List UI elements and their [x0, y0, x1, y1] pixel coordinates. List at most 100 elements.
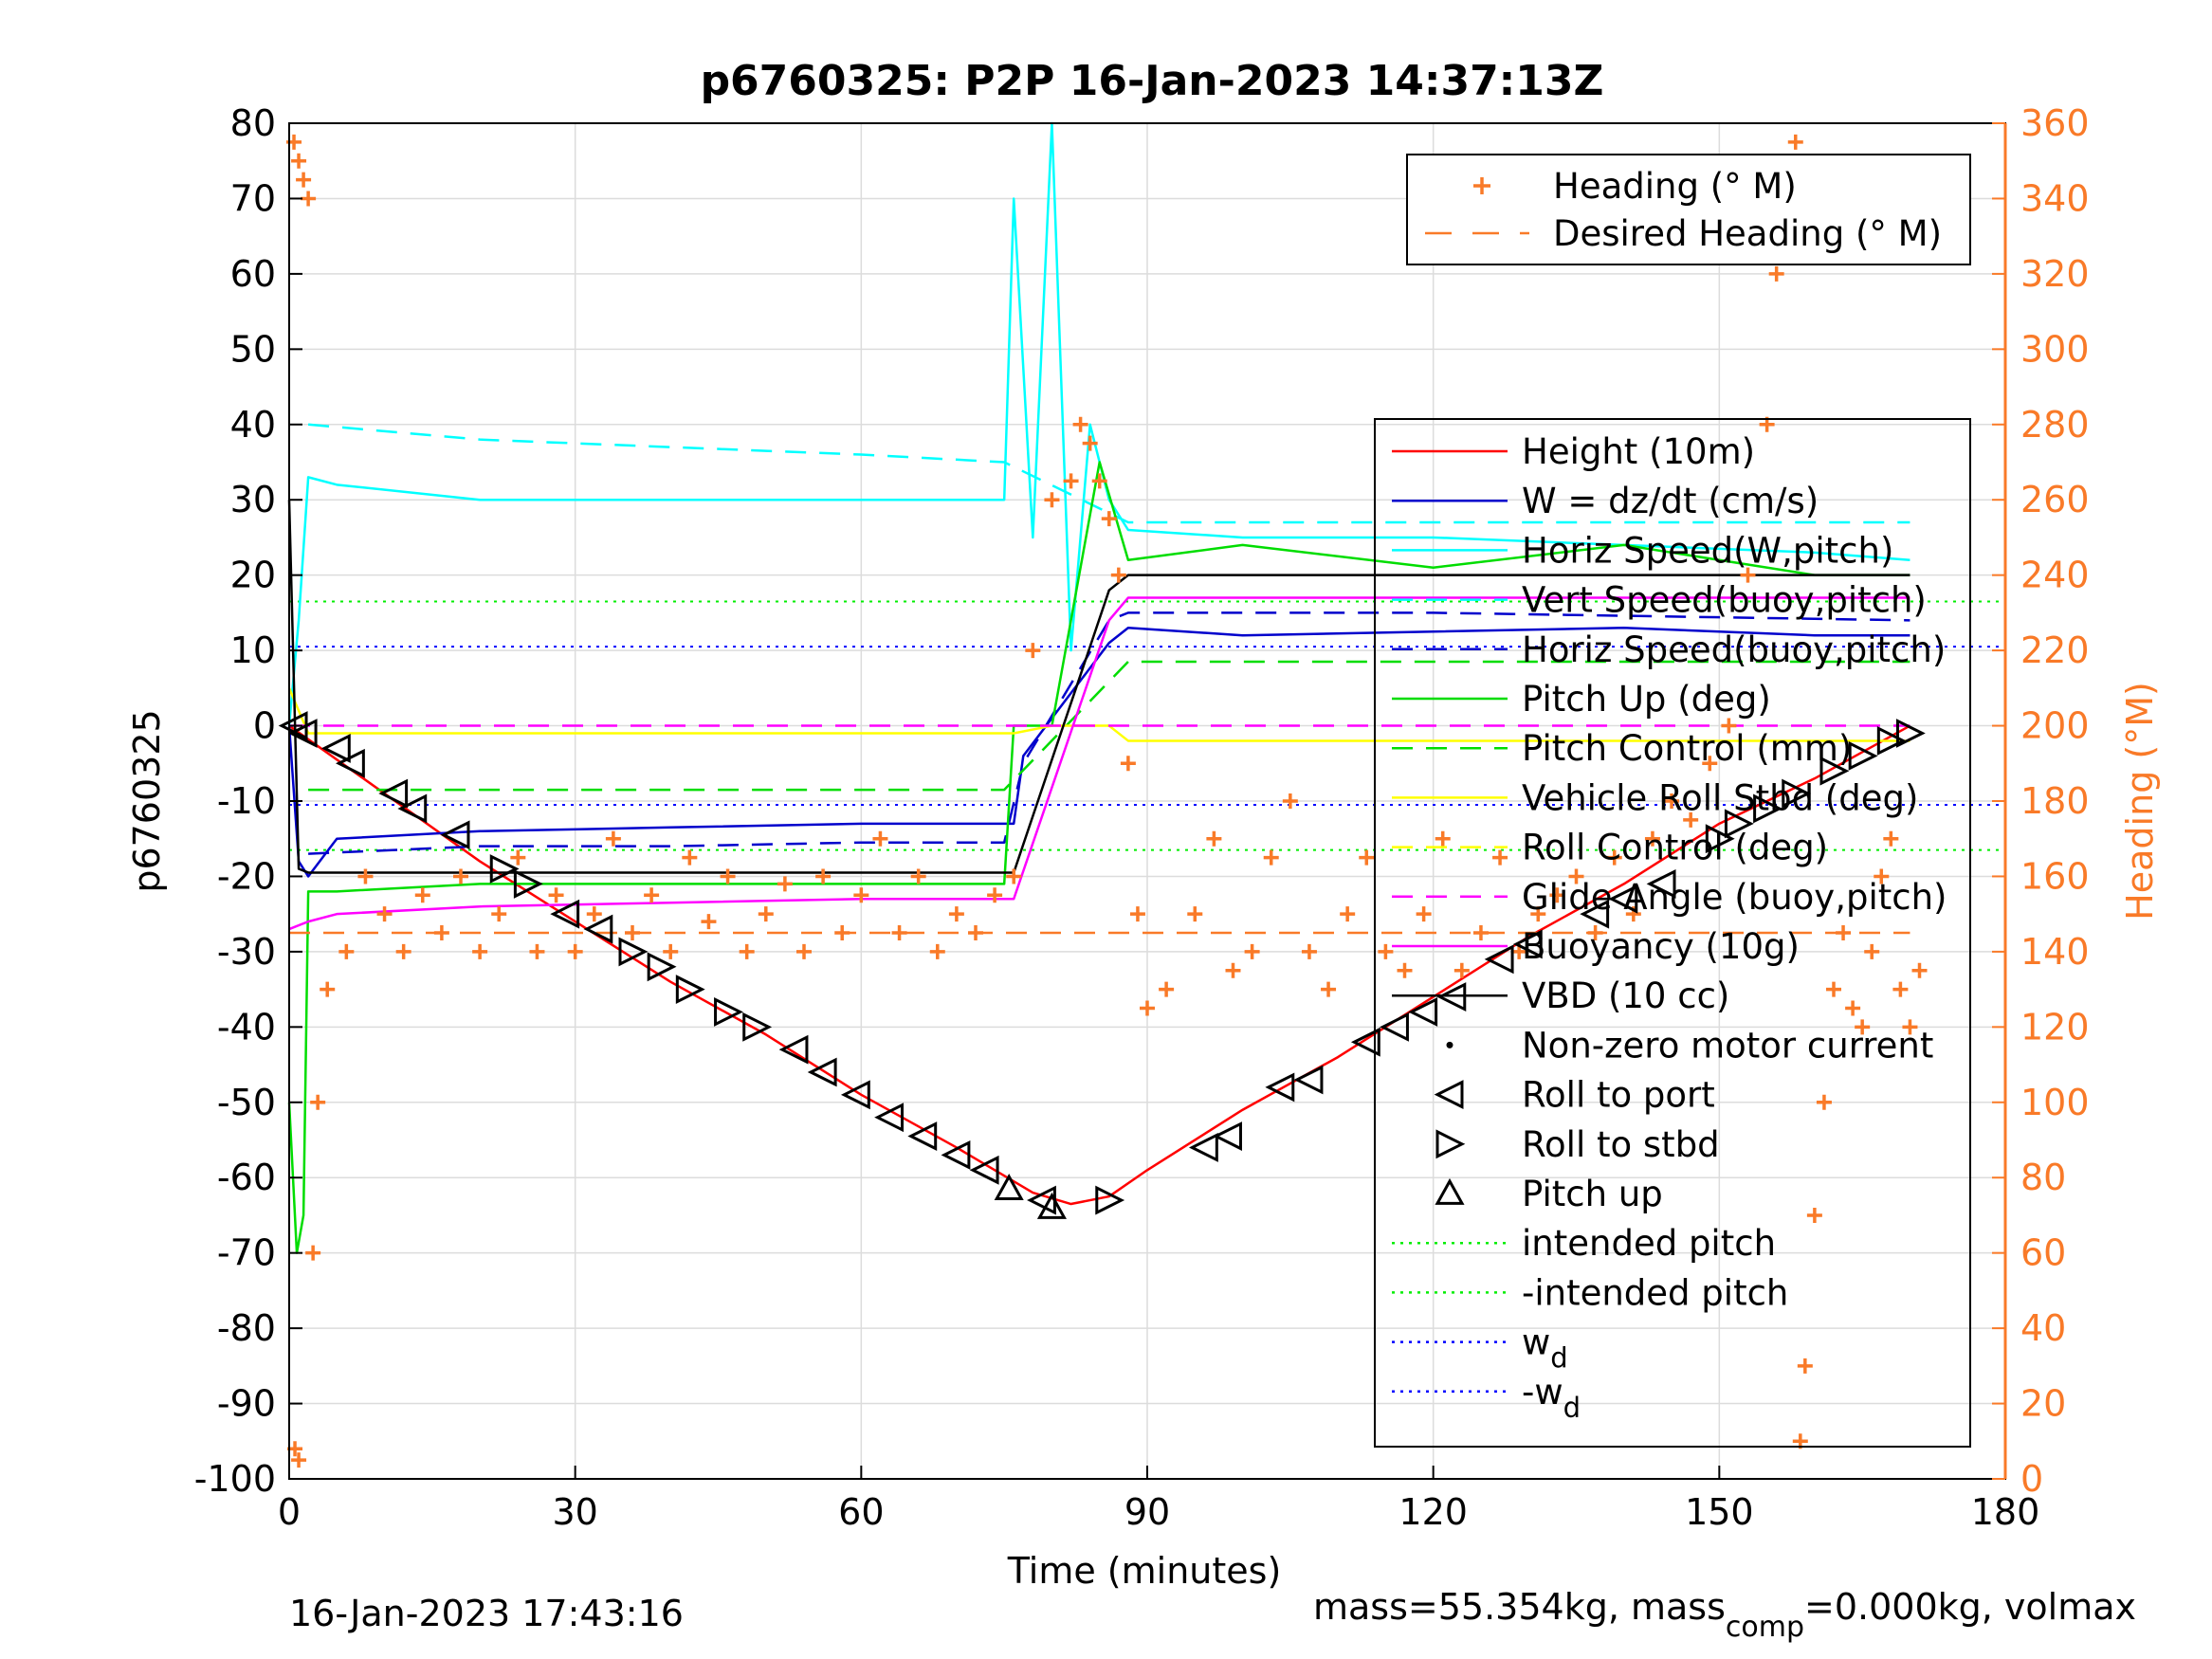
y-tick-label: 30	[230, 479, 276, 520]
heading-point	[815, 868, 832, 884]
legend-label: Pitch Control (mm)	[1522, 728, 1852, 769]
heading-point	[1702, 756, 1718, 772]
heading-point	[1644, 830, 1660, 847]
y-tick-label: -50	[217, 1082, 276, 1123]
roll-to-port-marker	[1188, 1133, 1218, 1162]
heading-point	[1549, 887, 1565, 903]
x-tick-label: 180	[1971, 1491, 2040, 1533]
y-axis-label: p6760325	[126, 709, 168, 892]
series-horiz-speed-buoy-pitch	[308, 611, 1910, 855]
heading-point	[605, 830, 621, 847]
roll-to-stbd-marker	[513, 868, 543, 899]
roll-to-stbd-marker	[742, 1012, 773, 1042]
roll-to-port-marker	[287, 719, 318, 748]
x-tick-label: 0	[278, 1491, 301, 1533]
legend-label: Roll to port	[1522, 1075, 1715, 1116]
roll-to-port-marker	[1408, 997, 1438, 1027]
heading-point	[968, 925, 983, 941]
legend-label: Roll Control (deg)	[1522, 828, 1828, 868]
y-tick-label: -20	[217, 855, 276, 897]
heading-point	[1587, 925, 1603, 941]
y2-tick-label: 160	[2020, 855, 2090, 897]
legend-label: Pitch Up (deg)	[1522, 679, 1771, 720]
heading-point	[739, 943, 755, 959]
legend-label: Horiz Speed(W,pitch)	[1522, 530, 1893, 571]
heading-point	[891, 925, 907, 941]
roll-to-stbd-marker	[1753, 793, 1782, 824]
heading-point	[510, 849, 526, 866]
legend-label: wd	[1522, 1322, 1568, 1375]
heading-point	[834, 925, 850, 941]
heading-point	[1101, 511, 1117, 527]
roll-to-stbd-marker	[647, 952, 677, 982]
main-legend: Height (10m) W = dz/dt (cm/s) Horiz Speed(…	[1374, 418, 1971, 1448]
y-tick-label: 20	[230, 555, 276, 596]
heading-point	[1740, 567, 1756, 583]
heading-point	[395, 943, 411, 959]
heading-point	[1816, 1094, 1832, 1110]
pitch-up-marker	[994, 1174, 1024, 1201]
y2-tick-label: 0	[2020, 1458, 2043, 1500]
roll-to-stbd-marker	[714, 997, 743, 1027]
heading-point	[1159, 981, 1175, 997]
heading-point	[310, 1094, 326, 1110]
series-pitch-control-mm	[308, 660, 1910, 792]
heading-point	[376, 906, 393, 922]
heading-point	[296, 172, 312, 188]
roll-to-stbd-marker	[1895, 719, 1926, 748]
heading-point	[529, 943, 545, 959]
heading-point	[301, 191, 317, 207]
x-tick-label: 90	[1124, 1491, 1170, 1533]
heading-point	[1378, 943, 1394, 959]
x-tick-label: 30	[552, 1491, 597, 1533]
roll-to-stbd-marker	[489, 854, 520, 884]
legend-label: Buoyancy (10g)	[1522, 926, 1800, 967]
heading-point	[491, 906, 507, 922]
heading-point	[853, 887, 869, 903]
y2-tick-label: 40	[2020, 1307, 2066, 1349]
y2-tick-label: 120	[2020, 1006, 2090, 1048]
heading-point	[1340, 906, 1356, 922]
legend-label-sub: d	[1550, 1342, 1567, 1375]
heading-point	[1836, 925, 1852, 941]
roll-to-stbd-marker	[1782, 778, 1812, 809]
series-vbd-10-cc	[287, 500, 1910, 874]
roll-to-port-marker	[1293, 1065, 1324, 1095]
legend-label: intended pitch	[1522, 1223, 1776, 1264]
y-tick-label: -30	[217, 931, 276, 973]
heading-point	[1787, 134, 1803, 150]
footer-mass-b: =0.000kg, volmax	[1804, 1586, 2136, 1628]
heading-point	[1044, 492, 1060, 508]
y-tick-label: 50	[230, 328, 276, 370]
y2-tick-label: 220	[2020, 629, 2090, 671]
roll-to-port-marker	[320, 733, 351, 763]
heading-point	[682, 849, 698, 866]
marker-layer	[278, 711, 1926, 1219]
roll-to-port-marker	[336, 748, 365, 778]
heading-point	[1435, 830, 1451, 847]
legend-label-sub: d	[1563, 1392, 1581, 1424]
y-tick-label: 10	[230, 629, 276, 671]
series-horiz-speed-w-pitch	[287, 121, 1910, 726]
heading-point	[453, 868, 468, 884]
heading-point	[1110, 567, 1126, 583]
y2-tick-label: 320	[2020, 253, 2090, 295]
roll-to-stbd-marker	[1095, 1185, 1125, 1215]
legend-label: Height (10m)	[1522, 431, 1755, 472]
heading-point	[1359, 849, 1375, 866]
heading-point	[291, 1452, 307, 1468]
roll-to-stbd-marker	[675, 975, 705, 1005]
heading-point	[1855, 1019, 1871, 1035]
legend-dot-icon	[1446, 1041, 1453, 1048]
heading-point	[305, 1245, 321, 1261]
heading-point	[701, 914, 717, 930]
footer-mass-a: mass=55.354kg, mass	[1313, 1586, 1726, 1628]
heading-point	[320, 981, 336, 997]
x-tick-label: 120	[1398, 1491, 1468, 1533]
y2-tick-label: 200	[2020, 705, 2090, 747]
heading-point	[1826, 981, 1841, 997]
y-tick-label: 0	[253, 705, 276, 747]
legend-label: Vert Speed(buoy,pitch)	[1522, 580, 1927, 621]
heading-layer	[286, 134, 1928, 1468]
roll-to-port-marker	[583, 914, 613, 944]
